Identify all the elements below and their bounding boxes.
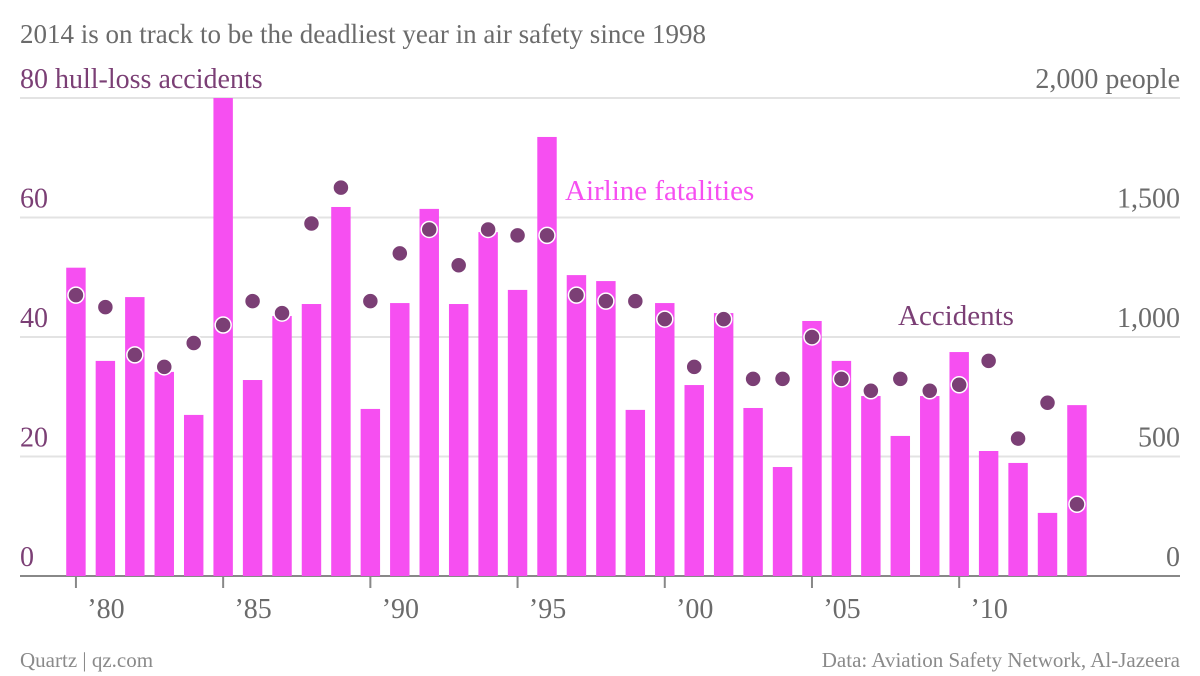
dot bbox=[1038, 393, 1057, 412]
dot bbox=[714, 310, 733, 328]
bar bbox=[978, 451, 999, 576]
bar bbox=[772, 467, 793, 576]
dot bbox=[567, 286, 586, 304]
dot bbox=[96, 298, 115, 316]
dot bbox=[273, 304, 291, 322]
bar bbox=[360, 408, 381, 576]
bar bbox=[596, 281, 616, 576]
x-tick-label: ’00 bbox=[676, 594, 713, 625]
dot bbox=[920, 382, 939, 400]
dot bbox=[832, 370, 851, 388]
x-tick-label: ’80 bbox=[87, 594, 124, 625]
bar bbox=[301, 304, 322, 576]
dot bbox=[744, 370, 762, 388]
dot bbox=[685, 358, 703, 376]
bars bbox=[66, 98, 1087, 577]
dot bbox=[332, 178, 350, 197]
bar bbox=[242, 380, 263, 576]
credit: Quartz | qz.com bbox=[20, 648, 153, 672]
dot bbox=[597, 292, 615, 310]
bar bbox=[537, 136, 557, 576]
bar bbox=[183, 414, 204, 576]
dot bbox=[361, 292, 380, 310]
x-tick-label: ’05 bbox=[823, 594, 860, 625]
bar bbox=[1067, 405, 1087, 576]
bar bbox=[949, 352, 969, 576]
bar bbox=[890, 435, 911, 576]
y-tick-label: 20 bbox=[20, 423, 48, 454]
y-tick-label: 0 bbox=[20, 542, 34, 573]
bar bbox=[331, 206, 351, 576]
dot bbox=[126, 346, 144, 364]
series-label: Airline fatalities bbox=[565, 175, 754, 207]
y2-tick-label: 2,000 people bbox=[1035, 64, 1180, 95]
dot bbox=[891, 370, 910, 388]
dot bbox=[449, 256, 468, 275]
dot bbox=[302, 214, 321, 233]
bar bbox=[920, 396, 940, 576]
chart-title: 2014 is on track to be the deadliest yea… bbox=[20, 19, 706, 49]
dot bbox=[508, 226, 527, 245]
dot bbox=[950, 376, 968, 394]
bar bbox=[625, 409, 646, 576]
dots bbox=[67, 178, 1086, 514]
y-tick-label: 40 bbox=[20, 303, 48, 334]
bar bbox=[1008, 462, 1028, 576]
dot bbox=[1068, 495, 1086, 514]
dot bbox=[155, 358, 174, 376]
x-tick-label: ’85 bbox=[234, 594, 271, 625]
bar bbox=[448, 304, 469, 576]
bar bbox=[507, 289, 528, 576]
bar bbox=[390, 303, 410, 576]
dot bbox=[773, 370, 792, 388]
dot bbox=[538, 226, 556, 245]
dot bbox=[184, 334, 203, 352]
bar bbox=[95, 360, 116, 576]
bar bbox=[743, 407, 763, 576]
bar bbox=[478, 232, 498, 577]
bar bbox=[125, 297, 145, 576]
y2-tick-label: 500 bbox=[1138, 423, 1180, 454]
bar bbox=[861, 396, 881, 576]
bar bbox=[66, 267, 86, 576]
x-tick-label: ’10 bbox=[971, 594, 1008, 625]
dot bbox=[656, 310, 674, 328]
dot bbox=[420, 220, 438, 239]
bar bbox=[213, 98, 233, 576]
y2-tick-label: 0 bbox=[1166, 542, 1180, 573]
labels: 0 20 40 60 80 hull-loss accidents 0 500 1,000 1,… bbox=[20, 64, 1180, 625]
bar bbox=[831, 360, 852, 576]
dot bbox=[214, 316, 232, 334]
bar bbox=[419, 208, 439, 576]
dot bbox=[479, 220, 497, 239]
dot bbox=[243, 292, 262, 310]
dot bbox=[979, 352, 998, 370]
bar bbox=[272, 315, 292, 576]
dot bbox=[391, 244, 409, 263]
bar bbox=[802, 320, 822, 576]
y2-tick-label: 1,500 bbox=[1117, 184, 1180, 215]
x-tick-label: ’90 bbox=[382, 594, 419, 625]
dot bbox=[626, 292, 645, 310]
bar bbox=[684, 385, 704, 576]
dot bbox=[862, 382, 880, 400]
y-tick-label: 60 bbox=[20, 184, 48, 215]
x-tick-label: ’95 bbox=[529, 594, 566, 625]
bar bbox=[655, 303, 675, 576]
bar bbox=[566, 275, 587, 576]
dot bbox=[1009, 429, 1027, 448]
bar bbox=[154, 371, 174, 576]
dot bbox=[803, 328, 821, 346]
dot bbox=[67, 286, 85, 304]
y-tick-label: 80 hull-loss accidents bbox=[20, 64, 263, 95]
bar bbox=[1037, 512, 1058, 576]
series-label: Accidents bbox=[898, 300, 1014, 332]
y2-tick-label: 1,000 bbox=[1117, 303, 1180, 334]
bar bbox=[713, 313, 734, 576]
source: Data: Aviation Safety Network, Al-Jazeer… bbox=[822, 648, 1181, 672]
